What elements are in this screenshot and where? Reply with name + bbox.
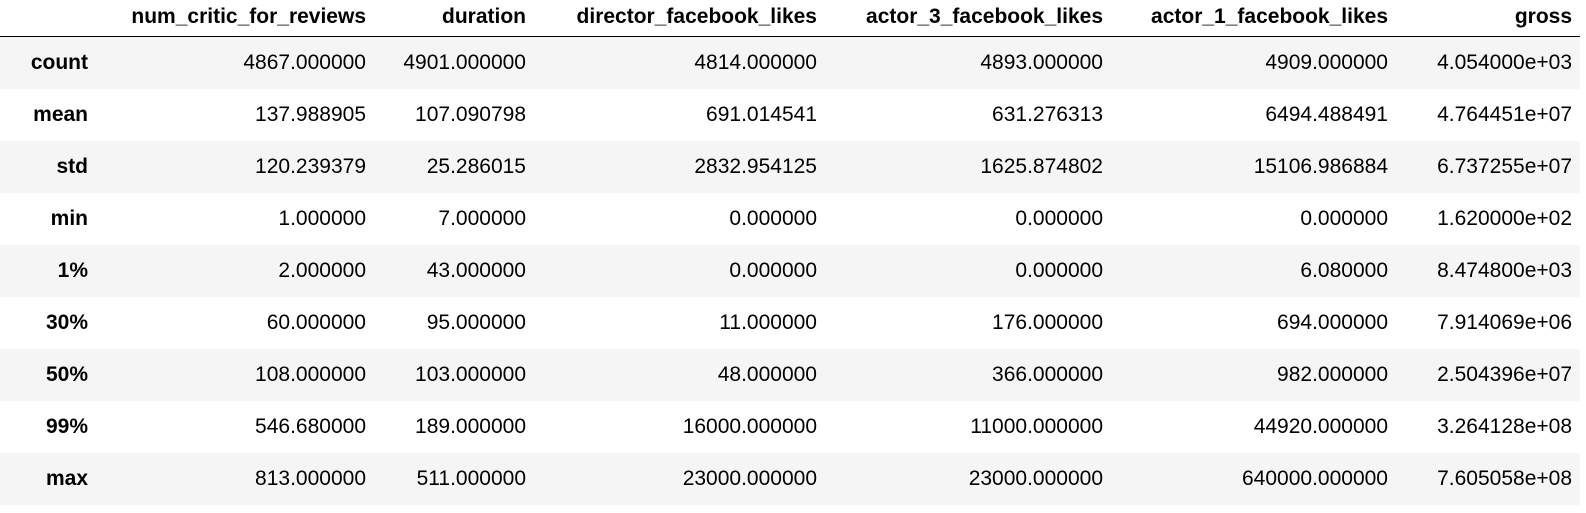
table-cell: 3.264128e+08 (1437, 415, 1572, 438)
table-row: max 813.000000 511.000000 23000.000000 2… (0, 453, 1580, 505)
table-cell: 176.000000 (992, 311, 1103, 334)
table-cell: 15106.986884 (1253, 155, 1388, 178)
table-cell: 6.080000 (1300, 259, 1388, 282)
table-cell: 4909.000000 (1265, 51, 1388, 74)
table-cell: 4.764451e+07 (1437, 103, 1572, 126)
table-cell: 6.737255e+07 (1437, 155, 1572, 178)
table-cell: 189.000000 (415, 415, 526, 438)
table-cell: 4814.000000 (694, 51, 817, 74)
table-cell: 4901.000000 (403, 51, 526, 74)
table-cell: 103.000000 (415, 363, 526, 386)
table-cell: 813.000000 (255, 467, 366, 490)
table-cell: 95.000000 (426, 311, 526, 334)
table-row: 50% 108.000000 103.000000 48.000000 366.… (0, 349, 1580, 401)
table-cell: 0.000000 (1015, 259, 1103, 282)
table-cell: 4867.000000 (243, 51, 366, 74)
table-cell: 2.000000 (278, 259, 366, 282)
table-cell: 48.000000 (717, 363, 817, 386)
table-cell: 108.000000 (255, 363, 366, 386)
table-cell: 0.000000 (1300, 207, 1388, 230)
table-row: min 1.000000 7.000000 0.000000 0.000000 … (0, 193, 1580, 245)
table-header: num_critic_for_reviews duration director… (0, 0, 1580, 37)
table-cell: 0.000000 (1015, 207, 1103, 230)
table-cell: 631.276313 (992, 103, 1103, 126)
table-cell: 640000.000000 (1242, 467, 1388, 490)
row-label: count (30, 51, 88, 74)
table-cell: 4893.000000 (980, 51, 1103, 74)
row-label: 99% (45, 415, 88, 438)
index-header (0, 0, 96, 37)
table-cell: 23000.000000 (968, 467, 1103, 490)
row-label: 30% (45, 311, 88, 334)
column-header: num_critic_for_reviews (96, 0, 374, 37)
table-row: 1% 2.000000 43.000000 0.000000 0.000000 … (0, 245, 1580, 297)
table-cell: 1625.874802 (980, 155, 1103, 178)
row-label: 50% (45, 363, 88, 386)
table-row: std 120.239379 25.286015 2832.954125 162… (0, 141, 1580, 193)
table-row: mean 137.988905 107.090798 691.014541 63… (0, 89, 1580, 141)
table-cell: 7.914069e+06 (1437, 311, 1572, 334)
table-cell: 2.504396e+07 (1437, 363, 1572, 386)
table-cell: 691.014541 (706, 103, 817, 126)
table-cell: 511.000000 (416, 467, 526, 490)
table-row: count 4867.000000 4901.000000 4814.00000… (0, 36, 1580, 89)
table-body: count 4867.000000 4901.000000 4814.00000… (0, 36, 1580, 505)
column-header: director_facebook_likes (534, 0, 825, 37)
table-cell: 23000.000000 (682, 467, 817, 490)
table-cell: 11.000000 (719, 311, 817, 334)
table-cell: 2832.954125 (694, 155, 817, 178)
column-header: actor_3_facebook_likes (825, 0, 1111, 37)
row-label: std (56, 155, 89, 178)
table-cell: 25.286015 (426, 155, 526, 178)
column-header: duration (374, 0, 534, 37)
row-label: min (50, 207, 88, 230)
table-cell: 43.000000 (426, 259, 526, 282)
table-cell: 107.090798 (415, 103, 526, 126)
column-header: actor_1_facebook_likes (1111, 0, 1396, 37)
table-cell: 60.000000 (266, 311, 366, 334)
table-row: 99% 546.680000 189.000000 16000.000000 1… (0, 401, 1580, 453)
table-cell: 7.605058e+08 (1437, 467, 1572, 490)
table-cell: 11000.000000 (970, 415, 1103, 438)
table-cell: 0.000000 (729, 259, 817, 282)
table-cell: 4.054000e+03 (1437, 51, 1572, 74)
table-cell: 137.988905 (255, 103, 366, 126)
table-cell: 8.474800e+03 (1437, 259, 1572, 282)
row-label: mean (33, 103, 88, 126)
row-label: max (45, 467, 88, 490)
column-header: gross (1396, 0, 1580, 37)
table-cell: 546.680000 (255, 415, 366, 438)
table-cell: 982.000000 (1277, 363, 1388, 386)
table-cell: 1.000000 (278, 207, 366, 230)
header-row: num_critic_for_reviews duration director… (0, 0, 1580, 37)
table-cell: 7.000000 (438, 207, 526, 230)
table-cell: 120.239379 (255, 155, 366, 178)
table-cell: 694.000000 (1277, 311, 1388, 334)
table-cell: 0.000000 (729, 207, 817, 230)
row-label: 1% (57, 259, 88, 282)
table-row: 30% 60.000000 95.000000 11.000000 176.00… (0, 297, 1580, 349)
table-cell: 6494.488491 (1265, 103, 1388, 126)
table-cell: 366.000000 (992, 363, 1103, 386)
table-cell: 16000.000000 (682, 415, 817, 438)
table-cell: 44920.000000 (1253, 415, 1388, 438)
table-cell: 1.620000e+02 (1437, 207, 1572, 230)
